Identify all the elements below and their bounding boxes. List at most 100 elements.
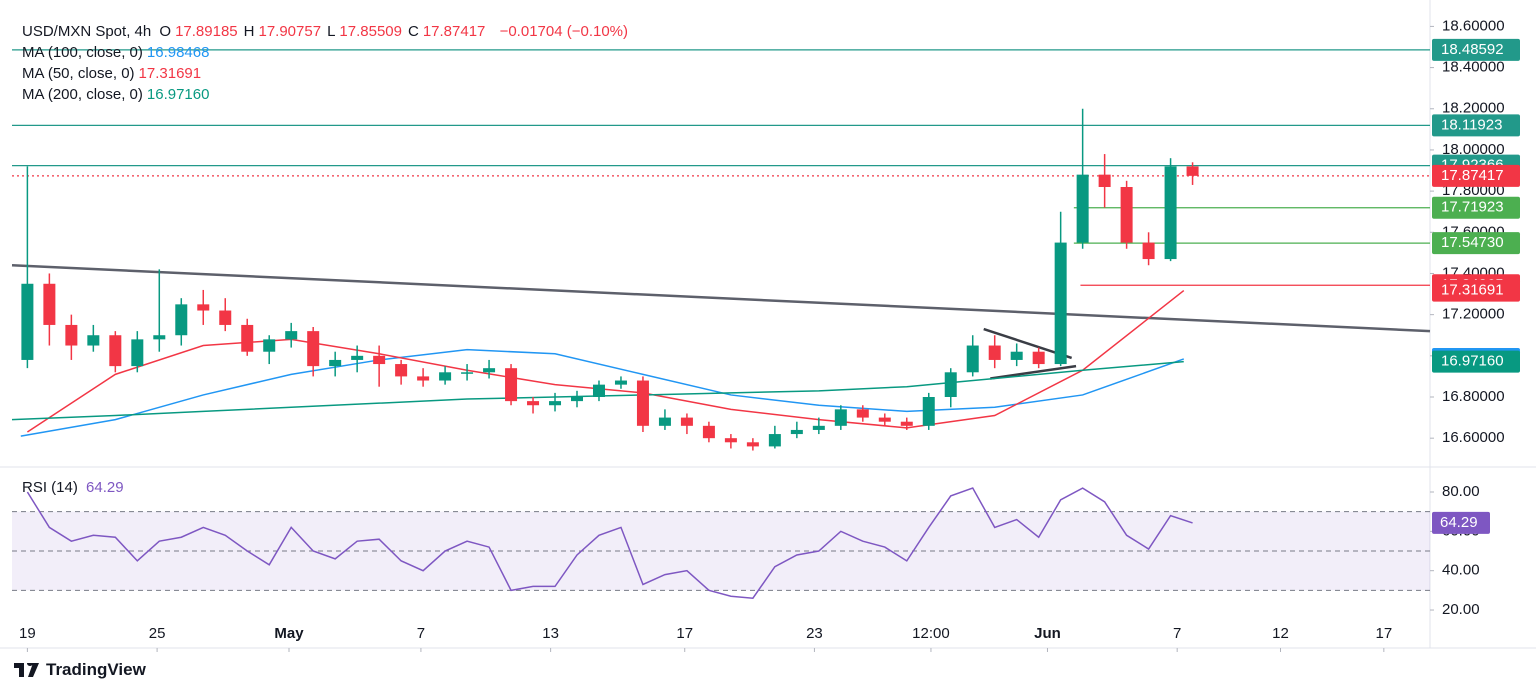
candle-body: [900, 421, 913, 426]
candle-body: [834, 409, 847, 426]
price-label-box: [1432, 350, 1520, 373]
candle-body: [395, 364, 408, 377]
rsi-name: RSI (14): [22, 479, 78, 496]
ma-value: 17.31691: [138, 65, 202, 82]
candle-body: [1076, 174, 1089, 243]
x-tick-label: 25: [149, 625, 166, 642]
candle-body: [483, 368, 496, 373]
x-tick-label: Jun: [1034, 625, 1061, 642]
ohlc-key: O: [159, 23, 172, 40]
candle-body: [527, 401, 540, 406]
trendline: [990, 364, 1077, 380]
candle-body: [1032, 351, 1045, 365]
y-tick-label: 18.00000: [1442, 141, 1505, 158]
candle-body: [592, 384, 605, 397]
ohlc-value: 17.87417: [422, 23, 486, 40]
change: −0.01704 (−0.10%): [499, 23, 629, 40]
candle-body: [1186, 166, 1199, 176]
candle-body: [702, 425, 715, 439]
ma-name: MA (50, close, 0): [22, 65, 135, 82]
x-tick-label: 23: [806, 625, 823, 642]
price-label: 18.48592: [1441, 41, 1504, 58]
x-tick-label: 13: [542, 625, 559, 642]
x-tick-label: 7: [1173, 625, 1181, 642]
price-label-box: [1432, 232, 1520, 255]
candle-body: [1098, 174, 1111, 187]
candle-body: [658, 417, 671, 426]
ohlc: O 17.89185 H 17.90757 L 17.85509 C 17.87417: [159, 23, 491, 40]
candle-body: [131, 339, 144, 367]
candle-body: [571, 397, 584, 402]
x-tick-label: 7: [417, 625, 425, 642]
candle-body: [1142, 242, 1155, 260]
candle-body: [856, 409, 869, 418]
candle-body: [351, 355, 364, 360]
ohlc-key: C: [407, 23, 419, 40]
candle-body: [812, 425, 825, 430]
candle-body: [109, 335, 122, 367]
ma-value: 16.97160: [146, 86, 210, 103]
candle-body: [988, 345, 1001, 360]
price-label: 17.54730: [1441, 234, 1504, 251]
rsi-legend: RSI (14) 64.29: [22, 479, 128, 496]
x-tick-label: 17: [1375, 625, 1392, 642]
price-label-box: [1432, 164, 1520, 187]
price-label-box: [1432, 38, 1520, 61]
candle-body: [197, 304, 210, 311]
y-tick-label: 18.20000: [1442, 100, 1505, 117]
ohlc-key: H: [243, 23, 255, 40]
ma-value: 16.98468: [146, 44, 210, 61]
candle-body: [43, 283, 56, 325]
rsi-band: [12, 511, 1430, 591]
ma-name: MA (100, close, 0): [22, 44, 143, 61]
x-tick-label: 12: [1272, 625, 1289, 642]
candle-body: [966, 345, 979, 373]
x-tick-label: 12:00: [912, 625, 950, 642]
price-label: 16.97160: [1441, 353, 1504, 370]
branding: TradingView: [14, 660, 146, 680]
candle-body: [329, 359, 342, 367]
ma-legend-row: MA (200, close, 0) 16.97160: [22, 86, 213, 103]
header: USD/MXN Spot, 4h O 17.89185 H 17.90757 L 17.8…: [22, 23, 632, 40]
candle-body: [439, 372, 452, 381]
candle-body: [285, 331, 298, 340]
candle-body: [417, 376, 430, 381]
candle-body: [614, 380, 627, 385]
candle-body: [944, 372, 957, 397]
price-label: 17.31691: [1441, 282, 1504, 299]
rsi-value-label: 64.29: [1440, 514, 1478, 531]
candle-body: [87, 335, 100, 346]
candle-body: [1120, 187, 1133, 243]
rsi-line: [26, 487, 1193, 600]
candle-body: [746, 442, 759, 447]
y-tick-label: 16.60000: [1442, 429, 1505, 446]
y-tick-label: 80.00: [1442, 483, 1480, 500]
price-label: 17.87417: [1441, 167, 1504, 184]
price-label: 18.11923: [1441, 116, 1502, 133]
x-tick-label: May: [274, 625, 304, 642]
y-tick-label: 17.20000: [1442, 306, 1505, 323]
x-tick-label: 19: [19, 625, 36, 642]
candle-body: [175, 304, 188, 336]
candle-body: [1164, 166, 1177, 260]
y-tick-label: 40.00: [1442, 562, 1480, 579]
candle-body: [636, 380, 649, 426]
x-tick-label: 17: [676, 625, 693, 642]
candle-body: [219, 310, 232, 325]
ohlc-value: 17.89185: [175, 23, 238, 40]
brand-name: TradingView: [46, 660, 146, 679]
candle-body: [922, 397, 935, 426]
ma-legend-row: MA (100, close, 0) 16.98468: [22, 44, 213, 61]
ohlc-key: L: [327, 23, 336, 40]
candle-body: [878, 417, 891, 422]
price-label-box: [1432, 279, 1520, 302]
y-tick-label: 20.00: [1442, 601, 1480, 618]
candle-body: [1054, 242, 1067, 365]
candle-body: [1010, 351, 1023, 360]
price-label-box: [1432, 196, 1520, 219]
candle-body: [153, 335, 166, 340]
candle-body: [263, 339, 276, 352]
price-label: 17.71923: [1441, 199, 1504, 216]
